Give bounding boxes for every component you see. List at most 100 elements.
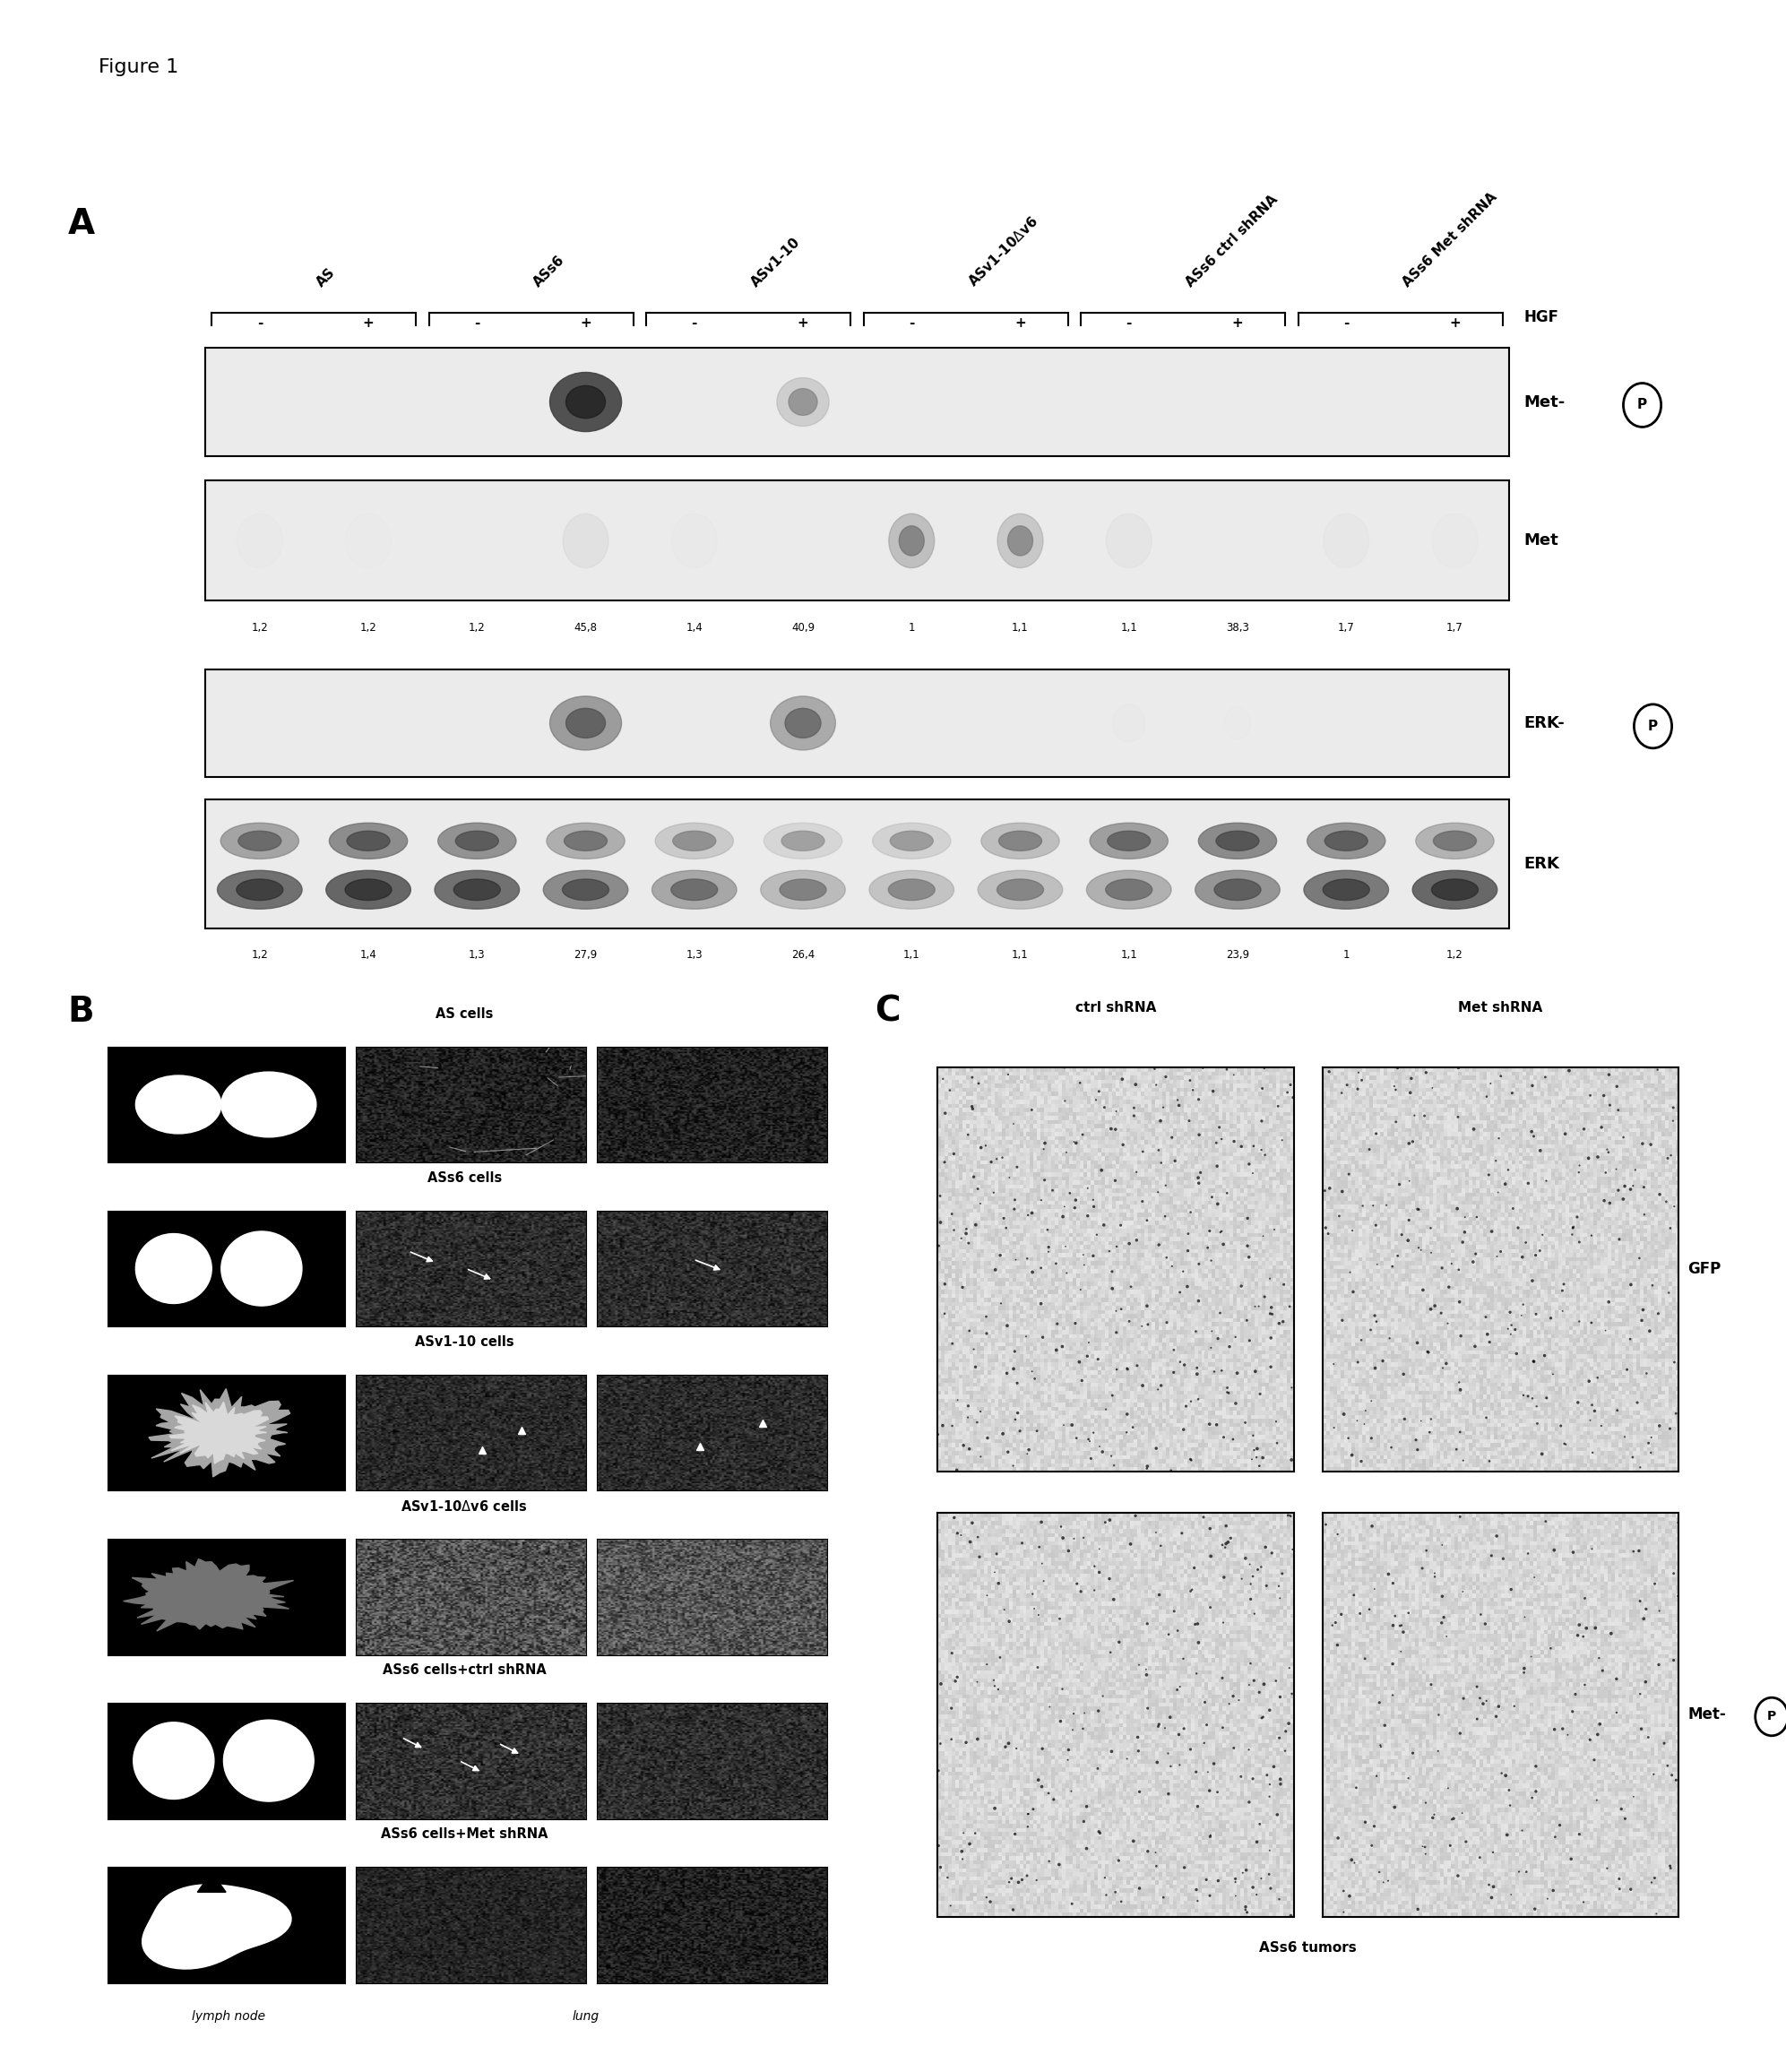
Point: [1077, 1442, 1106, 1475]
Ellipse shape: [870, 870, 954, 910]
Point: [1197, 1330, 1225, 1363]
Point: [1632, 1357, 1661, 1390]
Point: [1411, 1100, 1440, 1133]
Point: [1082, 1218, 1111, 1251]
Point: [1098, 1378, 1127, 1411]
Point: [934, 1861, 963, 1894]
Point: [1227, 1759, 1256, 1792]
Point: [1450, 1216, 1479, 1249]
Point: [1023, 1763, 1052, 1796]
Point: [1347, 1444, 1375, 1477]
Point: [1027, 1183, 1056, 1216]
Point: [1432, 1620, 1461, 1653]
Point: [1220, 1732, 1248, 1765]
Point: [1018, 1196, 1047, 1229]
Point: [1518, 1382, 1547, 1415]
Point: [1550, 1117, 1579, 1150]
Point: [1518, 1069, 1547, 1102]
Point: [1565, 1156, 1593, 1189]
Point: [1073, 1423, 1102, 1457]
Point: [1225, 1685, 1254, 1718]
Point: [1247, 1863, 1275, 1896]
Point: [1656, 1850, 1684, 1883]
Point: [1202, 1409, 1231, 1442]
Point: [1368, 1345, 1397, 1378]
Point: [1143, 1747, 1172, 1780]
Point: [1595, 1285, 1623, 1318]
Point: [1197, 1513, 1225, 1546]
Point: [1223, 1357, 1252, 1390]
Point: [1236, 1324, 1264, 1357]
Point: [1625, 1241, 1654, 1274]
Point: [1593, 1133, 1622, 1167]
Point: [1070, 1239, 1098, 1272]
Text: Met-: Met-: [1688, 1707, 1725, 1722]
Point: [1515, 1167, 1543, 1200]
Point: [1170, 1413, 1198, 1446]
Point: [1654, 1276, 1682, 1310]
Point: [943, 1455, 972, 1488]
Point: [1238, 1442, 1266, 1475]
Point: [1047, 1705, 1075, 1738]
Point: [1170, 1349, 1198, 1382]
Ellipse shape: [1214, 879, 1261, 901]
Point: [1250, 1053, 1279, 1086]
Point: [1139, 1053, 1168, 1086]
Point: [1459, 1245, 1488, 1278]
Point: [952, 1726, 981, 1759]
Ellipse shape: [345, 879, 391, 901]
Point: [1168, 1256, 1197, 1289]
Text: GFP: GFP: [1688, 1262, 1722, 1276]
Point: [1266, 1581, 1295, 1614]
Point: [1363, 1759, 1391, 1792]
Point: [1573, 1142, 1602, 1175]
Ellipse shape: [1198, 823, 1277, 860]
Text: +: +: [580, 317, 591, 329]
Point: [1654, 1142, 1682, 1175]
Point: [1579, 1436, 1607, 1469]
Point: [995, 1865, 1023, 1898]
Point: [1054, 1734, 1082, 1767]
Point: [1052, 1231, 1081, 1264]
Point: [1550, 1428, 1579, 1461]
Ellipse shape: [218, 870, 302, 910]
Point: [1193, 1231, 1222, 1264]
Point: [1511, 1600, 1540, 1633]
Ellipse shape: [329, 823, 407, 860]
Point: [1195, 1879, 1223, 1912]
Point: [956, 1828, 984, 1861]
Point: [1184, 1883, 1213, 1917]
Text: ASs6 ctrl shRNA: ASs6 ctrl shRNA: [1182, 193, 1281, 290]
Point: [993, 1310, 1022, 1343]
Point: [1236, 1583, 1264, 1616]
Point: [997, 1863, 1025, 1896]
Point: [1625, 1450, 1654, 1484]
Point: [986, 1239, 1014, 1272]
Point: [1627, 1303, 1656, 1336]
Point: [1123, 1734, 1152, 1767]
Point: [1243, 1877, 1272, 1910]
Point: [1532, 1382, 1561, 1415]
Point: [1340, 1846, 1368, 1879]
Point: [1416, 1403, 1445, 1436]
Point: [1231, 1890, 1259, 1923]
Point: [984, 1672, 1013, 1705]
Point: [1000, 1403, 1029, 1436]
Point: [1007, 1527, 1036, 1560]
Point: [1643, 1053, 1672, 1086]
Point: [947, 1222, 975, 1256]
Point: [1186, 1156, 1214, 1189]
Point: [1141, 1069, 1170, 1102]
Point: [1588, 1653, 1616, 1687]
Point: [1320, 1411, 1348, 1444]
Point: [1177, 1196, 1206, 1229]
Text: 45,8: 45,8: [573, 622, 597, 634]
Text: Met: Met: [1523, 533, 1557, 549]
Point: [1107, 1886, 1136, 1919]
Point: [1114, 1227, 1143, 1260]
Point: [1247, 1550, 1275, 1583]
Ellipse shape: [889, 831, 932, 852]
Point: [1393, 1225, 1422, 1258]
Point: [1150, 1200, 1179, 1233]
Point: [1341, 1772, 1370, 1805]
